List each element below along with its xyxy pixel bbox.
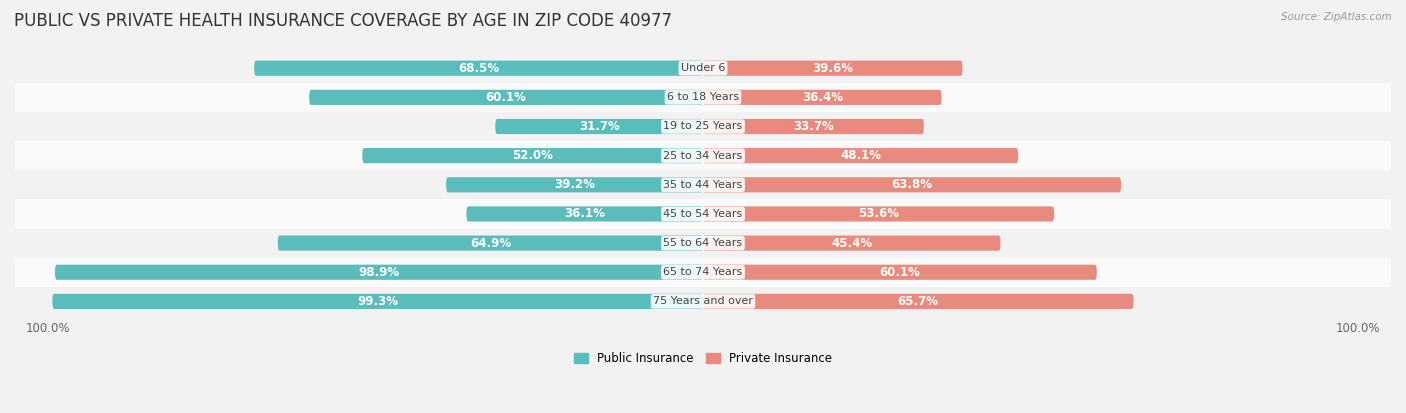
FancyBboxPatch shape: [363, 148, 703, 163]
Text: 39.2%: 39.2%: [554, 178, 595, 191]
Text: 60.1%: 60.1%: [880, 266, 921, 279]
FancyBboxPatch shape: [495, 119, 703, 134]
Bar: [15, 83, 1391, 112]
FancyBboxPatch shape: [309, 90, 703, 105]
Bar: [15, 141, 1391, 170]
FancyBboxPatch shape: [703, 61, 963, 76]
FancyBboxPatch shape: [703, 235, 1001, 251]
FancyBboxPatch shape: [703, 206, 1054, 221]
FancyBboxPatch shape: [703, 294, 1133, 309]
FancyBboxPatch shape: [703, 119, 924, 134]
Text: 52.0%: 52.0%: [512, 149, 553, 162]
Text: 45.4%: 45.4%: [831, 237, 872, 249]
FancyBboxPatch shape: [703, 177, 1121, 192]
Text: 65.7%: 65.7%: [898, 295, 939, 308]
FancyBboxPatch shape: [446, 177, 703, 192]
FancyBboxPatch shape: [278, 235, 703, 251]
Text: 63.8%: 63.8%: [891, 178, 932, 191]
Text: 53.6%: 53.6%: [858, 207, 898, 221]
Text: 60.1%: 60.1%: [485, 91, 526, 104]
Text: 19 to 25 Years: 19 to 25 Years: [664, 121, 742, 131]
Text: 33.7%: 33.7%: [793, 120, 834, 133]
Text: 36.4%: 36.4%: [801, 91, 842, 104]
Bar: [15, 199, 1391, 228]
FancyBboxPatch shape: [254, 61, 703, 76]
Bar: [15, 228, 1391, 258]
FancyBboxPatch shape: [467, 206, 703, 221]
Text: 65 to 74 Years: 65 to 74 Years: [664, 267, 742, 277]
FancyBboxPatch shape: [703, 265, 1097, 280]
Text: 45 to 54 Years: 45 to 54 Years: [664, 209, 742, 219]
Text: 6 to 18 Years: 6 to 18 Years: [666, 93, 740, 102]
Bar: [15, 287, 1391, 316]
Text: 31.7%: 31.7%: [579, 120, 620, 133]
FancyBboxPatch shape: [52, 294, 703, 309]
Text: Source: ZipAtlas.com: Source: ZipAtlas.com: [1281, 12, 1392, 22]
Text: 48.1%: 48.1%: [839, 149, 882, 162]
Text: 35 to 44 Years: 35 to 44 Years: [664, 180, 742, 190]
FancyBboxPatch shape: [703, 90, 942, 105]
Text: 55 to 64 Years: 55 to 64 Years: [664, 238, 742, 248]
Text: 98.9%: 98.9%: [359, 266, 399, 279]
Text: 25 to 34 Years: 25 to 34 Years: [664, 151, 742, 161]
FancyBboxPatch shape: [703, 148, 1018, 163]
Text: 99.3%: 99.3%: [357, 295, 398, 308]
Bar: [15, 54, 1391, 83]
Text: PUBLIC VS PRIVATE HEALTH INSURANCE COVERAGE BY AGE IN ZIP CODE 40977: PUBLIC VS PRIVATE HEALTH INSURANCE COVER…: [14, 12, 672, 31]
Bar: [15, 112, 1391, 141]
Bar: [15, 258, 1391, 287]
Legend: Public Insurance, Private Insurance: Public Insurance, Private Insurance: [569, 347, 837, 370]
Text: 36.1%: 36.1%: [564, 207, 605, 221]
Text: 39.6%: 39.6%: [813, 62, 853, 75]
Bar: [15, 170, 1391, 199]
FancyBboxPatch shape: [55, 265, 703, 280]
Text: 64.9%: 64.9%: [470, 237, 510, 249]
Text: Under 6: Under 6: [681, 63, 725, 73]
Text: 68.5%: 68.5%: [458, 62, 499, 75]
Text: 75 Years and over: 75 Years and over: [652, 297, 754, 306]
